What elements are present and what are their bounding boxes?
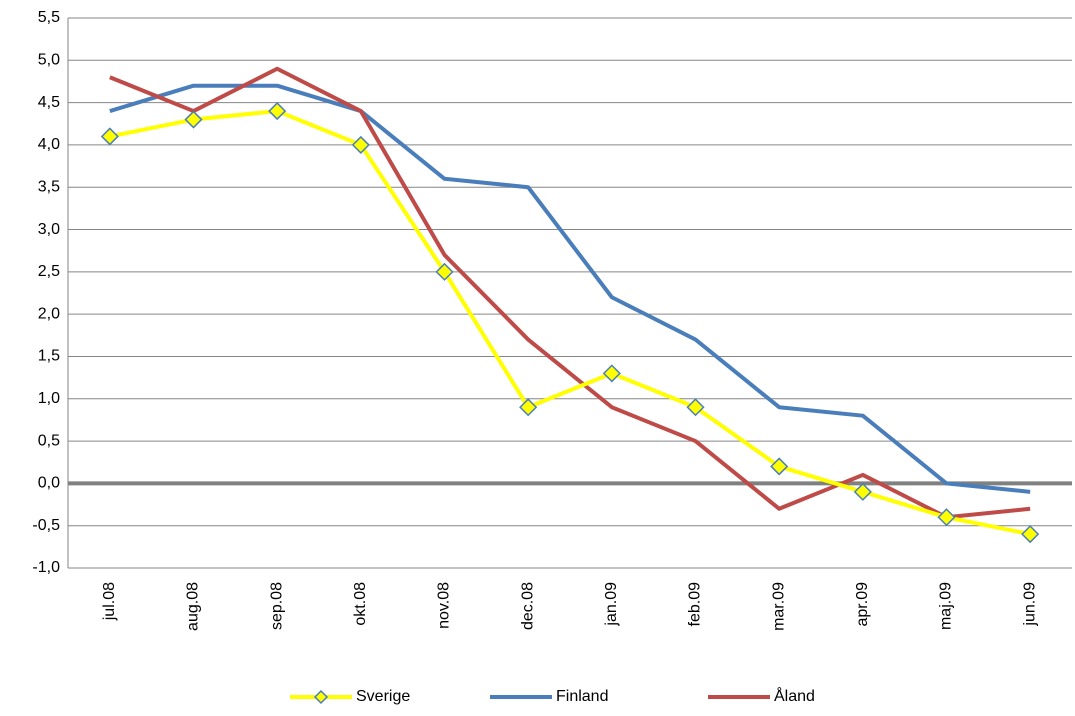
x-tick-label: jan.09 <box>603 582 620 627</box>
x-tick-label: nov.08 <box>436 582 453 629</box>
y-tick-label: 5,5 <box>38 9 60 26</box>
point-marker <box>853 482 872 501</box>
x-tick-label: jul.08 <box>101 582 118 621</box>
point-marker <box>435 262 454 281</box>
x-tick-label: aug.08 <box>185 582 202 631</box>
point-marker <box>602 364 621 383</box>
legend-label: Åland <box>774 686 815 705</box>
x-tick-label: sep.08 <box>268 582 285 630</box>
point-marker <box>100 127 119 146</box>
x-tick-label: okt.08 <box>352 582 369 626</box>
x-tick-label: dec.08 <box>519 582 536 630</box>
y-tick-label: 2,0 <box>38 305 60 322</box>
y-tick-label: -0,5 <box>32 517 60 534</box>
y-tick-label: 3,5 <box>38 178 60 195</box>
y-tick-label: 3,0 <box>38 221 60 238</box>
y-tick-label: -1,0 <box>32 559 60 576</box>
y-tick-label: 2,5 <box>38 263 60 280</box>
point-marker <box>268 102 287 121</box>
series-line <box>109 66 1031 520</box>
y-tick-label: 5,0 <box>38 52 60 69</box>
series-line <box>109 109 1031 537</box>
y-tick-label: 0,0 <box>38 475 60 492</box>
y-tick-label: 4,5 <box>38 94 60 111</box>
legend-label: Finland <box>556 688 608 705</box>
x-tick-label: feb.09 <box>687 582 704 627</box>
point-marker <box>686 398 705 417</box>
x-tick-label: maj.09 <box>938 582 955 630</box>
legend-marker <box>313 689 329 705</box>
legend-label: Sverige <box>356 688 410 705</box>
point-marker <box>1021 525 1040 544</box>
point-marker <box>519 398 538 417</box>
point-marker <box>184 110 203 129</box>
y-tick-label: 0,5 <box>38 432 60 449</box>
x-tick-label: mar.09 <box>770 582 787 631</box>
x-tick-label: apr.09 <box>854 582 871 627</box>
series-line <box>109 83 1031 494</box>
y-tick-label: 1,0 <box>38 390 60 407</box>
x-tick-label: jun.09 <box>1021 582 1038 627</box>
point-marker <box>351 135 370 154</box>
y-tick-label: 4,0 <box>38 136 60 153</box>
y-tick-label: 1,5 <box>38 348 60 365</box>
point-marker <box>770 457 789 476</box>
point-marker <box>937 508 956 527</box>
